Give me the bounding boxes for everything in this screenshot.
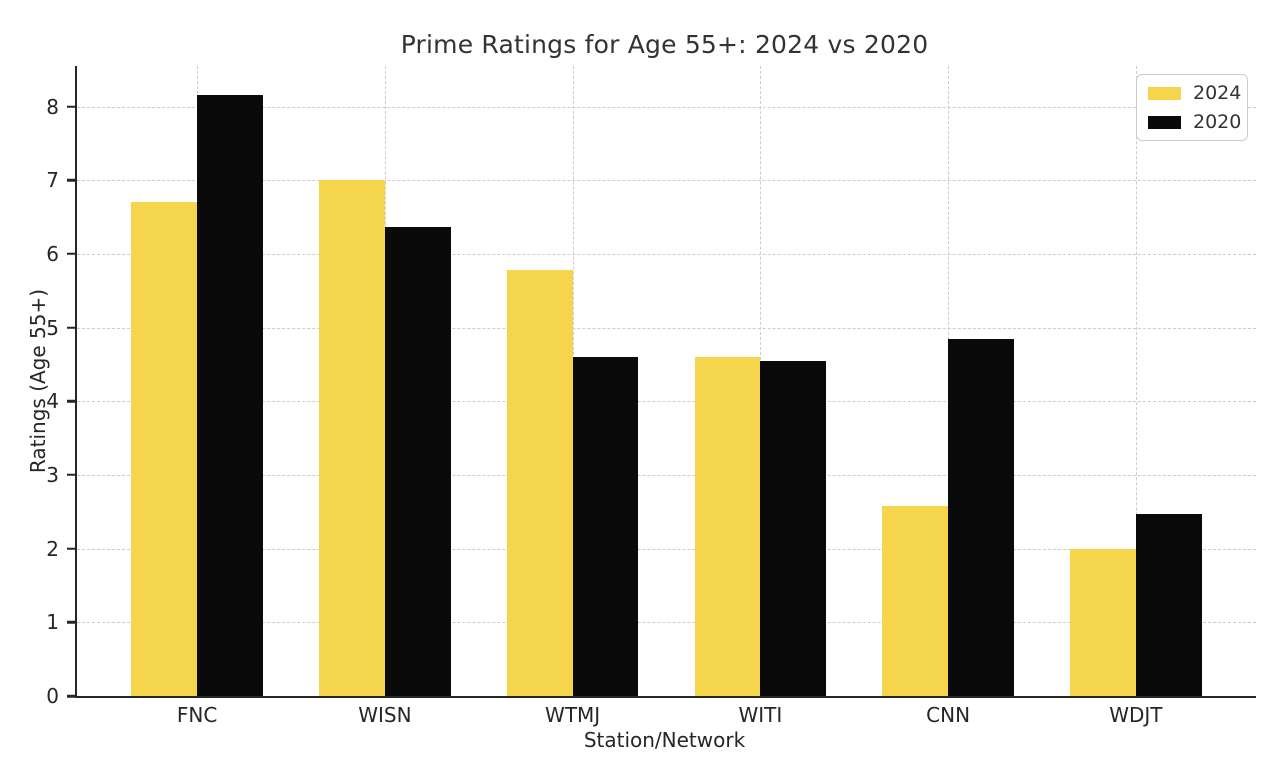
bar-2024-WDJT [1070,548,1136,696]
legend-item-2024: 2024 [1148,82,1241,104]
gridline-horizontal-6 [77,253,1256,255]
bar-2024-WISN [319,180,385,696]
x-tick-label-WTMJ: WTMJ [545,703,601,727]
gridline-horizontal-3 [77,474,1256,476]
y-tick-mark-5 [67,326,75,329]
y-tick-label-3: 3 [46,462,59,487]
gridline-vertical-WDJT [1135,66,1137,696]
legend-label-2020: 2020 [1193,111,1242,133]
y-tick-label-1: 1 [46,610,59,635]
bar-2020-WTMJ [572,357,639,696]
bar-2020-WDJT [1135,514,1202,696]
y-tick-label-4: 4 [46,389,59,414]
gridline-horizontal-5 [77,327,1256,329]
gridline-horizontal-4 [77,401,1256,403]
legend: 2024 2020 [1136,74,1248,141]
y-tick-mark-6 [67,252,75,256]
y-tick-label-7: 7 [46,168,59,193]
gridline-horizontal-2 [77,548,1256,550]
y-tick-label-5: 5 [46,315,59,340]
gridline-horizontal-1 [77,622,1256,624]
bar-2024-CNN [882,505,949,696]
bar-2020-FNC [197,95,263,696]
bar-2020-WITI [760,360,827,696]
gridline-horizontal-8 [77,106,1256,108]
bar-2024-FNC [131,202,198,696]
chart-title: Prime Ratings for Age 55+: 2024 vs 2020 [400,30,929,59]
y-tick-label-0: 0 [46,684,59,708]
x-axis-label: Station/Network [583,728,746,752]
y-tick-mark-3 [67,473,75,477]
x-tick-label-FNC: FNC [176,703,218,727]
legend-swatch-2024 [1148,86,1181,100]
x-tick-label-WDJT: WDJT [1109,703,1163,727]
y-tick-mark-0 [67,694,75,698]
y-tick-mark-1 [67,621,75,624]
y-tick-label-2: 2 [46,536,59,561]
bar-2020-WISN [384,226,451,696]
x-tick-label-CNN: CNN [926,703,971,727]
legend-label-2024: 2024 [1193,82,1242,104]
y-tick-mark-4 [67,400,75,403]
legend-swatch-2020 [1148,115,1181,129]
x-tick-label-WITI: WITI [738,703,783,727]
legend-item-2020: 2020 [1148,111,1241,133]
y-tick-label-8: 8 [46,94,59,119]
gridline-horizontal-7 [77,180,1256,182]
y-tick-mark-7 [67,178,75,182]
bar-2020-CNN [948,338,1014,696]
y-tick-mark-2 [67,547,75,550]
bar-2024-WTMJ [506,270,573,696]
y-tick-mark-8 [67,105,75,108]
x-tick-label-WISN: WISN [358,703,412,727]
bar-2024-WITI [694,357,761,696]
plot-area: 0 1 2 3 4 5 6 7 8 FNC WISN WTMJ WITI CNN WDJT [46,66,1256,727]
y-tick-label-6: 6 [46,241,59,266]
